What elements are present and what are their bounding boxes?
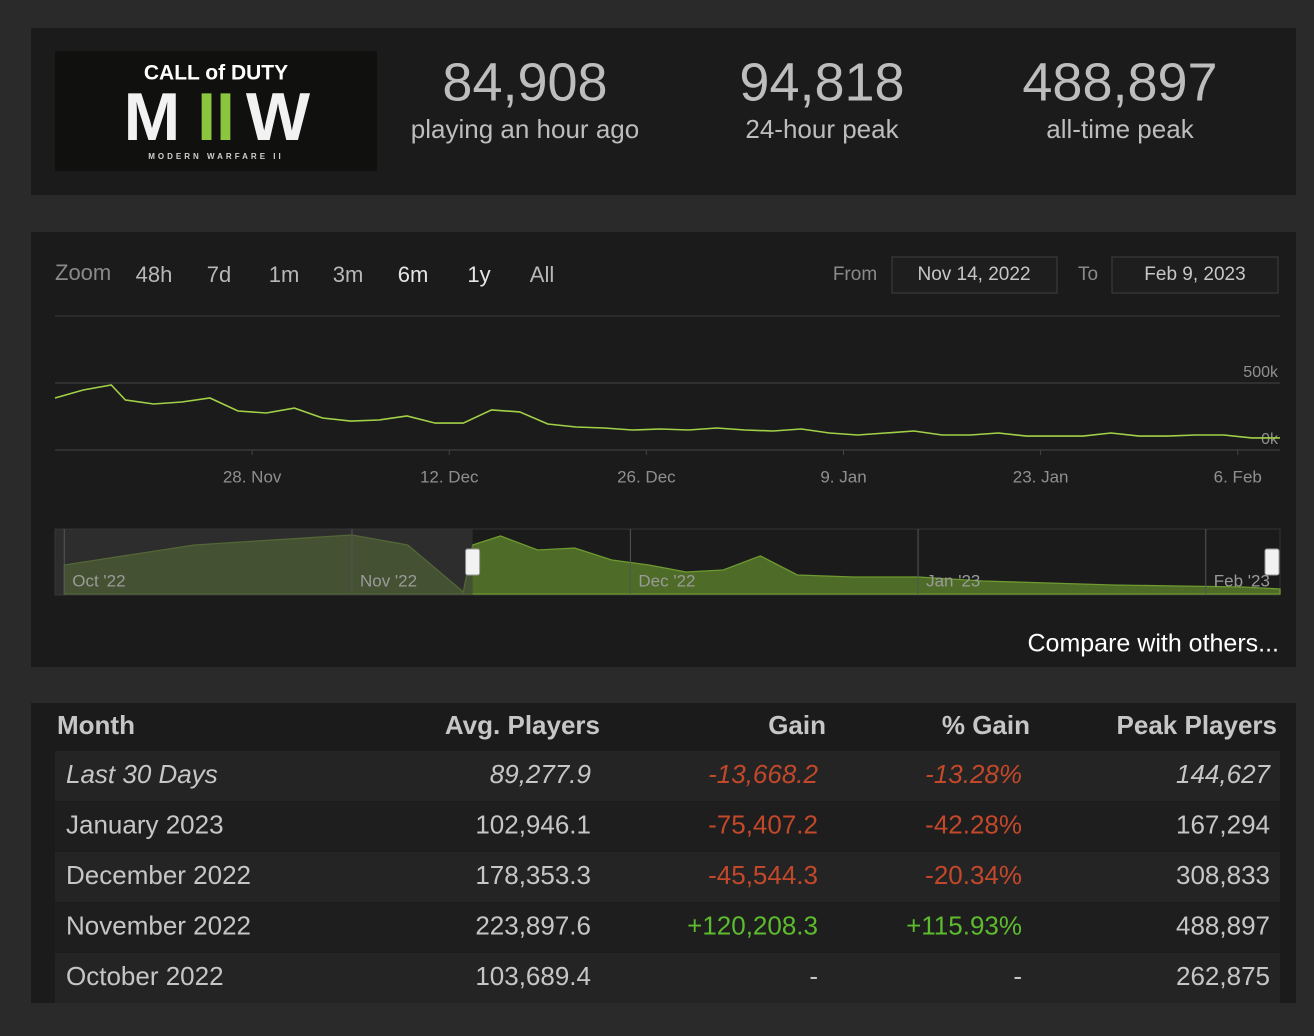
to-input[interactable] (1111, 256, 1279, 294)
table-cell: 262,875 (1176, 961, 1270, 991)
table-cell: 308,833 (1176, 860, 1270, 890)
from-date[interactable]: Nov 14, 2022 (917, 264, 1030, 285)
zoom-button[interactable]: 7d (207, 262, 231, 287)
table-cell: Last 30 Days (66, 759, 218, 789)
y-tick-label: 0k (1261, 431, 1279, 448)
navigator-handle[interactable] (465, 548, 481, 576)
logo-subtitle: MODERN WARFARE II (148, 152, 283, 161)
navigator-tick-label: Jan '23 (926, 571, 980, 590)
table-cell: January 2023 (66, 809, 224, 839)
logo-mark: II (197, 79, 235, 155)
logo-mark: W (246, 79, 311, 155)
zoom-button[interactable]: 6m (398, 262, 429, 287)
table-cell: -13.28% (925, 759, 1022, 789)
x-tick-label: 9. Jan (820, 467, 866, 486)
table-cell: - (809, 961, 818, 991)
logo-mark: M (124, 79, 181, 155)
table-cell: November 2022 (66, 910, 251, 940)
table-cell: 103,689.4 (475, 961, 591, 991)
table-cell: 89,277.9 (490, 759, 591, 789)
table-cell: October 2022 (66, 961, 224, 991)
stat-value: 84,908 (442, 52, 607, 112)
navigator-handle[interactable] (1264, 548, 1280, 576)
x-tick-label: 6. Feb (1214, 467, 1262, 486)
to-date[interactable]: Feb 9, 2023 (1144, 264, 1245, 285)
table-cell: -75,407.2 (708, 809, 818, 839)
zoom-button[interactable]: 1m (269, 262, 300, 287)
table-cell: - (1013, 961, 1022, 991)
zoom-label: Zoom (55, 260, 111, 285)
x-tick-label: 26. Dec (617, 467, 676, 486)
table-cell: December 2022 (66, 860, 251, 890)
x-tick-label: 12. Dec (420, 467, 479, 486)
navigator-tick-label: Feb '23 (1214, 571, 1270, 590)
column-header: % Gain (942, 710, 1030, 740)
navigator-tick-label: Nov '22 (360, 571, 417, 590)
zoom-button[interactable]: 1y (467, 262, 490, 287)
to-label: To (1078, 264, 1098, 285)
table-row (55, 801, 1280, 852)
logo-title: CALL of DUTY (144, 62, 288, 85)
table-row (55, 902, 1280, 953)
stat-label: 24-hour peak (745, 114, 899, 144)
table-row (55, 852, 1280, 902)
table-cell: +115.93% (906, 910, 1022, 940)
navigator-mask (55, 529, 473, 595)
logo (55, 51, 377, 171)
column-header: Gain (768, 710, 826, 740)
table-cell: +120,208.3 (687, 910, 818, 940)
table-cell: 144,627 (1176, 759, 1272, 789)
table-cell: -20.34% (925, 860, 1022, 890)
stat-label: all-time peak (1046, 114, 1194, 144)
stat-value: 94,818 (739, 52, 904, 112)
table-row (55, 953, 1280, 1003)
compare-link[interactable]: Compare with others... (1028, 630, 1280, 658)
stat-value: 488,897 (1022, 52, 1217, 112)
x-tick-label: 28. Nov (223, 467, 282, 486)
zoom-button[interactable]: 3m (333, 262, 364, 287)
zoom-button[interactable]: All (530, 262, 554, 287)
from-input[interactable] (891, 256, 1058, 294)
table-cell: -13,668.2 (708, 759, 818, 789)
column-header: Avg. Players (445, 710, 600, 740)
from-label: From (833, 264, 877, 285)
table-cell: 223,897.6 (475, 910, 591, 940)
table-cell: 167,294 (1176, 809, 1270, 839)
y-tick-label: 500k (1243, 364, 1279, 381)
navigator-tick-label: Dec '22 (638, 571, 695, 590)
x-tick-label: 23. Jan (1013, 467, 1069, 486)
table-cell: -45,544.3 (708, 860, 818, 890)
zoom-button[interactable]: 48h (136, 262, 173, 287)
column-header: Peak Players (1117, 710, 1277, 740)
table-cell: 488,897 (1176, 910, 1270, 940)
table-row (55, 751, 1280, 801)
navigator-tick-label: Oct '22 (72, 571, 125, 590)
table-cell: -42.28% (925, 809, 1022, 839)
player-line (54, 384, 1280, 439)
table-cell: 178,353.3 (475, 860, 591, 890)
column-header: Month (57, 710, 135, 740)
stat-label: playing an hour ago (411, 114, 639, 144)
table-header (31, 703, 1296, 751)
table-cell: 102,946.1 (475, 809, 591, 839)
